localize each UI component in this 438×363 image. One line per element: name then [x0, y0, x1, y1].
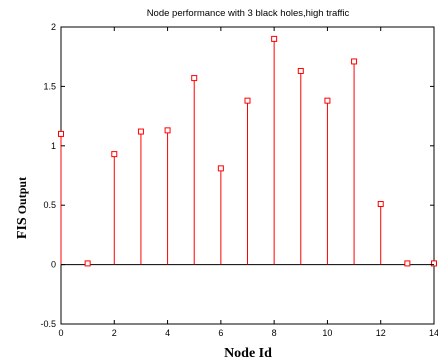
stem-marker	[377, 201, 384, 208]
y-tick-label: 0.5	[43, 200, 56, 210]
stem-marker	[351, 58, 358, 65]
x-tick-label: 2	[112, 328, 117, 338]
stem-marker	[297, 67, 304, 74]
stem-marker	[191, 75, 198, 82]
stem-series	[58, 35, 437, 267]
stem-marker	[431, 260, 437, 267]
x-tick-label: 12	[376, 328, 386, 338]
y-axis-label-part2: Output	[15, 177, 29, 214]
stem-marker	[217, 165, 224, 172]
y-axis-label-part1: FIS	[15, 217, 30, 239]
stem-marker	[164, 127, 171, 134]
x-tick-label: 8	[272, 328, 277, 338]
stem-marker	[137, 128, 144, 135]
stem-marker	[271, 35, 278, 42]
stem-marker	[244, 97, 251, 104]
stem-marker	[111, 151, 118, 158]
y-axis-label: FIS Output	[15, 177, 30, 239]
y-tick-label: 2	[51, 22, 56, 32]
x-tick-label: 4	[165, 328, 170, 338]
y-tick-label: 0	[51, 260, 56, 270]
y-tick-label: -0.5	[40, 319, 56, 329]
x-tick-label: 10	[322, 328, 332, 338]
x-tick-label: 0	[58, 328, 63, 338]
y-axis-ticks: -0.5 0 0.5 1 1.5 2	[40, 22, 434, 329]
chart-title: Node performance with 3 black holes,high…	[147, 8, 350, 19]
x-tick-label: 14	[429, 328, 438, 338]
stem-marker	[58, 130, 64, 137]
x-axis-ticks: 0 2 4 6 8 10 12 14	[58, 27, 438, 338]
y-tick-label: 1	[51, 141, 56, 151]
stem-marker	[84, 260, 91, 267]
stem-marker	[404, 260, 411, 267]
x-tick-label: 6	[218, 328, 223, 338]
y-tick-label: 1.5	[43, 81, 56, 91]
x-axis-label: Node Id	[224, 346, 272, 361]
stem-marker	[324, 97, 331, 104]
